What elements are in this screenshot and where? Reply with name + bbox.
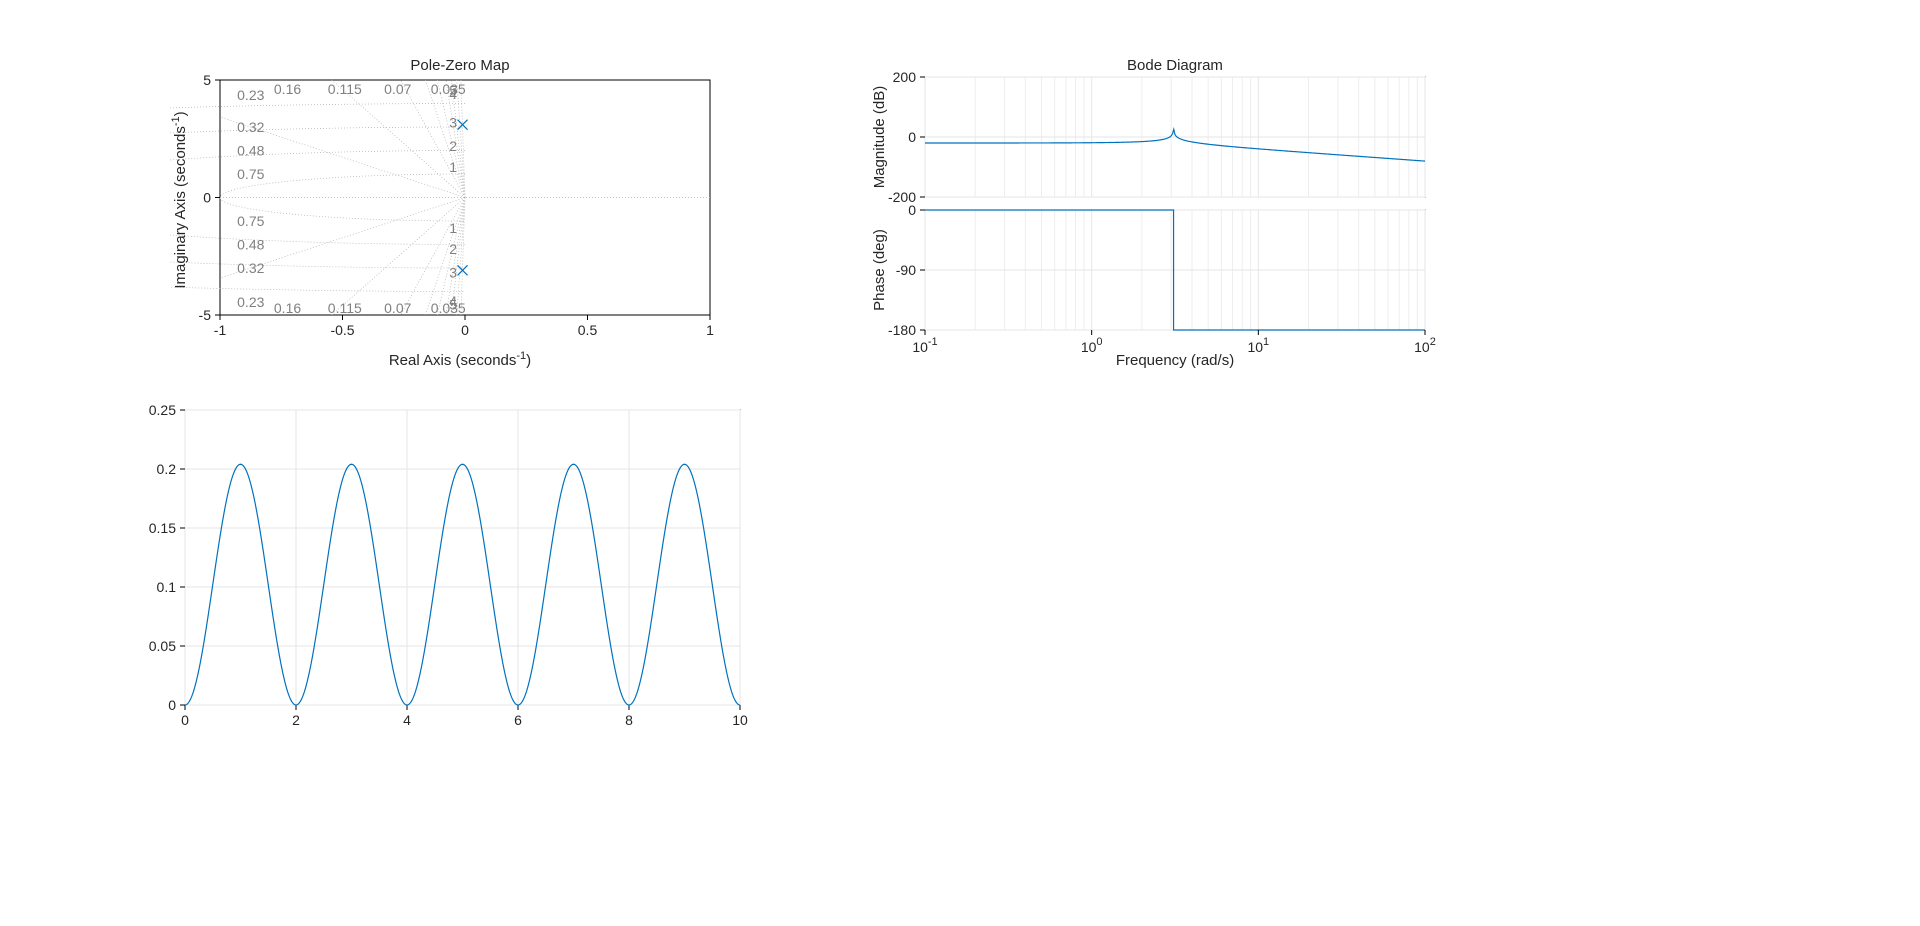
- pz-xlabel: Real Axis (seconds-1): [389, 350, 531, 369]
- svg-text:-1: -1: [214, 322, 227, 338]
- damping-label: 0.115: [328, 300, 362, 316]
- freq-label: 3: [449, 114, 457, 130]
- freq-label: 4: [449, 293, 457, 309]
- sine-xtick: 4: [403, 712, 411, 728]
- pole-zero-svg: Pole-Zero Map -1 -0.5 0 0.5 1 -5 0 5 0.23 0.23 0.1…: [170, 55, 770, 375]
- sine-ytick: 0.1: [157, 579, 177, 595]
- svg-text:0: 0: [203, 190, 211, 206]
- sine-ytick: 0.15: [149, 520, 176, 536]
- bode-xtick: 102: [1414, 336, 1436, 355]
- damping-label: 0.16: [274, 300, 301, 316]
- damping-label: 0.23: [237, 294, 264, 310]
- svg-text:5: 5: [203, 72, 211, 88]
- damping-label: 0.32: [237, 260, 264, 276]
- bode-panel: Bode Diagram -2000200 -180-90010-1100101…: [870, 55, 1470, 380]
- sine-ytick: 0.25: [149, 402, 176, 418]
- damping-label: 0.75: [237, 166, 264, 182]
- freq-label: 4: [449, 86, 457, 102]
- freq-label: 3: [449, 265, 457, 281]
- sine-ytick: 0.05: [149, 638, 176, 654]
- bode-xtick: 100: [1081, 336, 1103, 355]
- sine-line: [185, 464, 740, 705]
- sine-xtick: 6: [514, 712, 522, 728]
- sine-xtick: 2: [292, 712, 300, 728]
- bode-svg: Bode Diagram -2000200 -180-90010-1100101…: [870, 55, 1470, 375]
- freq-label: 1: [449, 220, 457, 236]
- sine-xtick: 10: [732, 712, 748, 728]
- damping-label: 0.75: [237, 213, 264, 229]
- freq-label: 2: [449, 241, 457, 257]
- svg-text:-0.5: -0.5: [330, 322, 354, 338]
- svg-text:0.5: 0.5: [578, 322, 598, 338]
- bode-xtick: 10-1: [912, 336, 937, 355]
- pz-title: Pole-Zero Map: [410, 57, 509, 74]
- damping-label: 0.07: [384, 81, 411, 97]
- damping-label: 0.07: [384, 300, 411, 316]
- bode-phase-ylabel: Phase (deg): [871, 229, 888, 311]
- freq-label: 1: [449, 159, 457, 175]
- phase-ytick: 0: [908, 202, 916, 218]
- svg-text:-5: -5: [199, 307, 212, 323]
- damping-label: 0.48: [237, 237, 264, 253]
- sine-xtick: 0: [181, 712, 189, 728]
- freq-label: 2: [449, 138, 457, 154]
- phase-ytick: -90: [896, 262, 916, 278]
- svg-text:0: 0: [461, 322, 469, 338]
- bode-xlabel: Frequency (rad/s): [1116, 352, 1234, 369]
- mag-ytick: 200: [893, 69, 917, 85]
- damping-label: 0.23: [237, 87, 264, 103]
- sine-xtick: 8: [625, 712, 633, 728]
- damping-label: 0.16: [274, 81, 301, 97]
- mag-ytick: 0: [908, 129, 916, 145]
- damping-label: 0.115: [328, 81, 362, 97]
- pole-zero-map-panel: Pole-Zero Map -1 -0.5 0 0.5 1 -5 0 5 0.23 0.23 0.1…: [170, 55, 770, 380]
- bode-mag-line: [925, 129, 1425, 161]
- pz-ylabel: Imaginary Axis (seconds-1): [170, 111, 189, 288]
- sine-ytick: 0: [168, 697, 176, 713]
- phase-ytick: -180: [888, 322, 916, 338]
- damping-label: 0.32: [237, 119, 264, 135]
- damping-label: 0.48: [237, 143, 264, 159]
- sine-ytick: 0.2: [157, 461, 177, 477]
- bode-mag-ylabel: Magnitude (dB): [871, 86, 888, 189]
- sine-svg: 0 2 4 6 8 10 0 0.05 0.1 0.15 0.2 0.25: [130, 400, 770, 740]
- bode-title: Bode Diagram: [1127, 57, 1223, 74]
- svg-text:1: 1: [706, 322, 714, 338]
- sine-panel: 0 2 4 6 8 10 0 0.05 0.1 0.15 0.2 0.25: [130, 400, 770, 745]
- bode-xtick: 101: [1247, 336, 1269, 355]
